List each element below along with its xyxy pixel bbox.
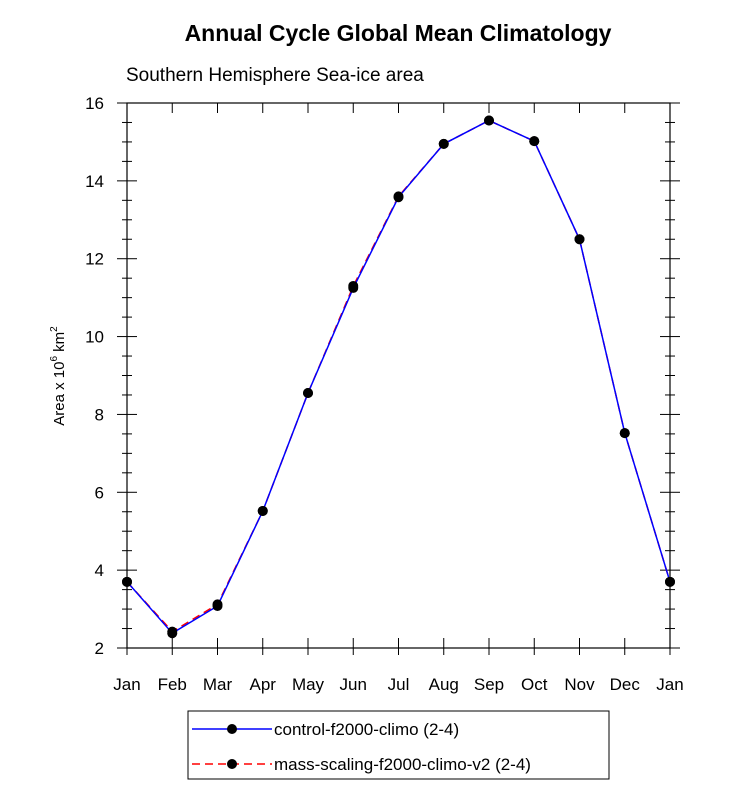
legend: control-f2000-climo (2-4) mass-scaling-f…: [187, 710, 610, 780]
data-point-series-1: [529, 136, 540, 147]
data-point-series-1: [619, 428, 630, 439]
data-point-series-1: [574, 234, 585, 245]
x-tick-label: Jul: [388, 675, 410, 694]
y-tick-label: 2: [95, 639, 104, 658]
legend-marker-mass-scaling: [227, 759, 237, 769]
y-tick-label: 16: [85, 94, 104, 113]
y-axis-label-prefix: Area x 10: [51, 362, 68, 426]
data-point-series-1: [484, 115, 494, 126]
series-layer: [122, 115, 675, 639]
x-tick-label: Jun: [340, 675, 367, 694]
legend-box: [187, 710, 610, 780]
y-tick-label: 4: [95, 561, 104, 580]
y-axis-label-mid: km: [51, 332, 68, 356]
legend-label-mass-scaling: mass-scaling-f2000-climo-v2 (2-4): [274, 755, 531, 774]
y-axis-label: Area x 106 km2: [49, 326, 68, 426]
plot-frame: [126, 102, 671, 649]
x-tick-label: Jan: [656, 675, 683, 694]
y-tick-label: 8: [95, 405, 104, 424]
x-tick-label: Aug: [429, 675, 459, 694]
legend-label-control: control-f2000-climo (2-4): [274, 720, 459, 739]
x-tick-label: Mar: [203, 675, 233, 694]
y-tick-label: 10: [85, 328, 104, 347]
chart-title: Annual Cycle Global Mean Climatology: [185, 20, 612, 46]
y-axis-label-exp1: 6: [49, 356, 60, 362]
y-tick-label: 12: [85, 250, 104, 269]
data-point-series-1: [303, 388, 313, 399]
data-point-series-1: [438, 138, 449, 149]
axis-ticks: Jan Feb Mar Apr May Jun Jul Aug Sep Oct Nov Dec Jan 2…: [85, 94, 684, 694]
data-point-series-1: [167, 626, 178, 637]
x-tick-label: Dec: [610, 675, 641, 694]
x-tick-label: Apr: [250, 675, 277, 694]
legend-marker-control: [227, 724, 237, 734]
x-tick-label: May: [292, 675, 325, 694]
data-point-series-1: [348, 280, 359, 291]
x-tick-label: Jan: [113, 675, 140, 694]
y-axis-label-exp2: 2: [49, 326, 60, 332]
x-tick-label: Nov: [564, 675, 595, 694]
data-point-series-1: [257, 505, 268, 516]
data-point-series-1: [212, 599, 223, 610]
data-point-series-1: [393, 191, 404, 202]
chart-subtitle: Southern Hemisphere Sea-ice area: [126, 65, 424, 86]
x-tick-label: Feb: [158, 675, 187, 694]
x-tick-label: Sep: [474, 675, 504, 694]
y-tick-label: 6: [95, 483, 104, 502]
y-tick-label: 14: [85, 172, 104, 191]
x-tick-label: Oct: [521, 675, 548, 694]
